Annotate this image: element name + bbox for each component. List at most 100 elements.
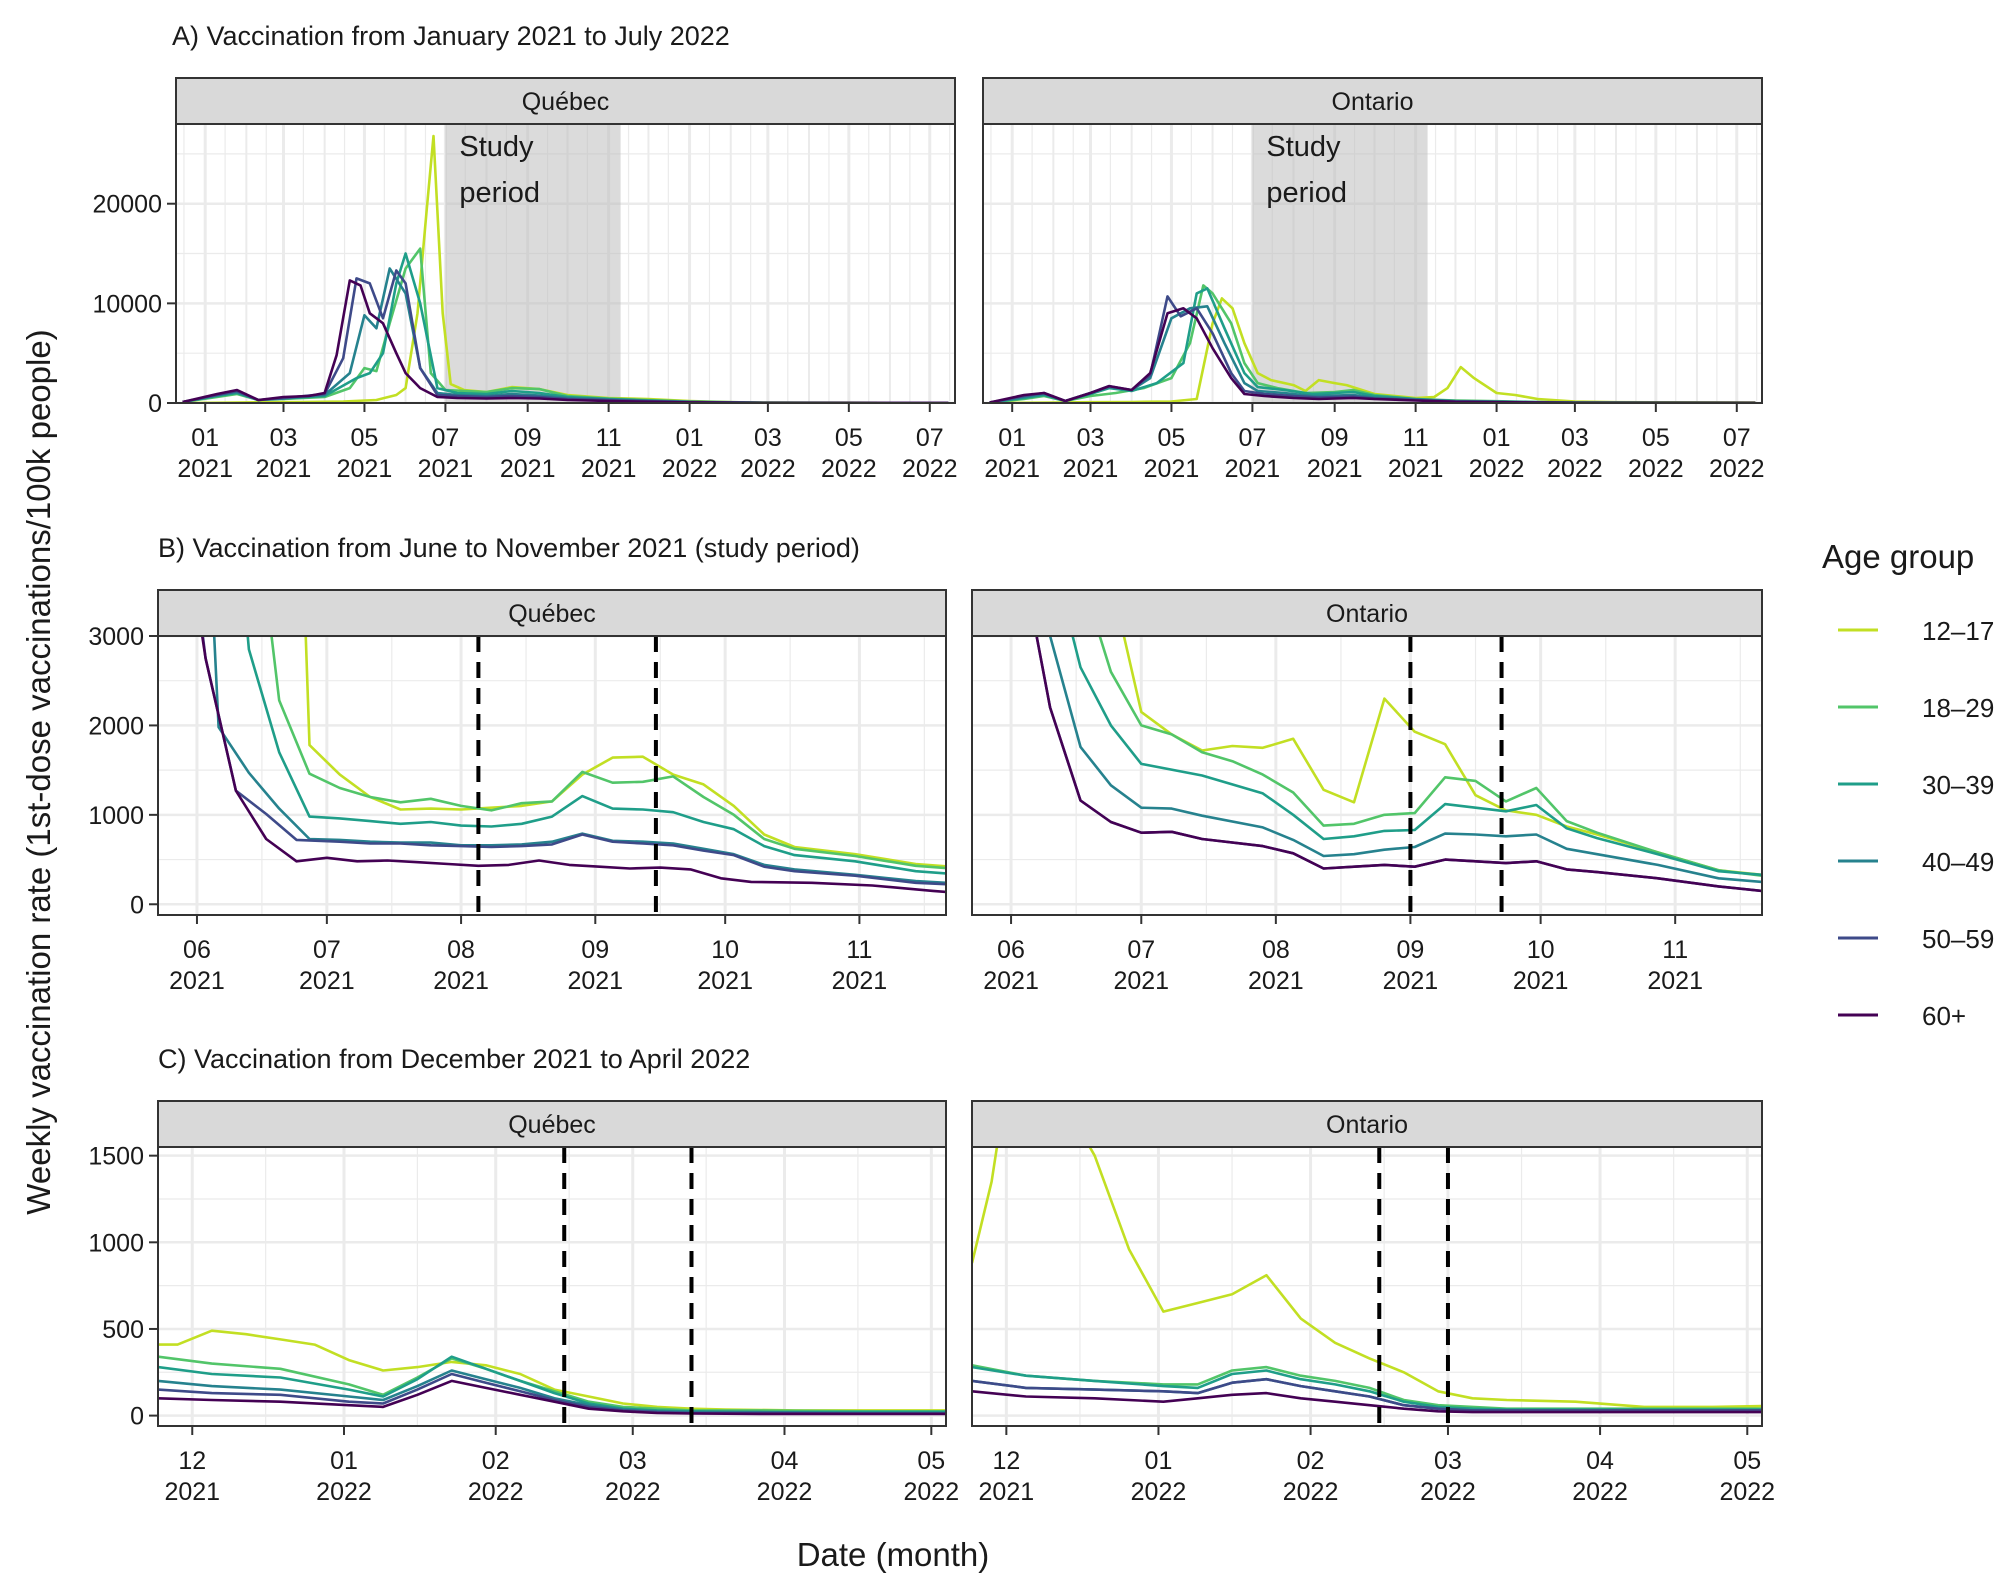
facet-strip-label: Ontario (1332, 88, 1414, 116)
chart-title: B) Vaccination from June to November 202… (158, 533, 860, 563)
x-tick-label: 07 2021 (1113, 936, 1169, 995)
x-tick-label: 07 2021 (1225, 424, 1281, 483)
x-tick-label: 11 2021 (581, 424, 637, 483)
x-tick-label: 11 2021 (1388, 424, 1444, 483)
x-tick-label: 08 2021 (433, 936, 489, 995)
y-tick-label: 0 (148, 390, 162, 418)
x-tick-label: 07 2022 (902, 424, 958, 483)
series-line-12–17 (304, 636, 946, 868)
x-tick-label: 01 2021 (177, 424, 233, 483)
y-tick-label: 1500 (88, 1143, 144, 1171)
panel-border (157, 635, 947, 916)
x-tick-label: 05 2022 (1628, 424, 1684, 483)
series-line-60+ (972, 1390, 1762, 1414)
facet-strip-label: Québec (508, 600, 596, 628)
x-tick-label: 03 2022 (1547, 424, 1603, 483)
y-tick-label: 0 (130, 891, 144, 919)
chart-panels: A) Vaccination from January 2021 to July… (88, 21, 1775, 1506)
facet-strip-label: Québec (508, 1111, 596, 1139)
study-period-annotation: Study period (1266, 131, 1347, 209)
panel-border (971, 1146, 1763, 1427)
facet-strip-label: Ontario (1326, 1111, 1408, 1139)
y-tick-label: 1000 (88, 1229, 144, 1257)
x-tick-label: 11 2021 (832, 936, 888, 995)
legend-label: 50–59 (1922, 924, 1994, 954)
x-tick-label: 09 2021 (500, 424, 556, 483)
series-line-12–17 (989, 297, 1756, 403)
legend-label: 60+ (1922, 1001, 1966, 1031)
legend: Age group 12–17 18–29 30–39 40–49 50–59 60+ (1822, 538, 1994, 1031)
panel-border (175, 123, 956, 404)
series-lines (989, 284, 1756, 403)
x-tick-label: 01 2022 (1469, 424, 1525, 483)
x-tick-label: 05 2022 (904, 1447, 960, 1506)
x-tick-label: 04 2022 (757, 1447, 813, 1506)
legend-label: 18–29 (1922, 693, 1994, 723)
chart-row: B) Vaccination from June to November 202… (88, 533, 1763, 995)
facet-panel: Ontario 12 2021 01 2022 02 2022 03 2022 04 2022 05 2… (971, 1100, 1775, 1506)
panel-border (982, 123, 1763, 404)
series-line-50–59 (201, 636, 946, 886)
y-tick-label: 2000 (88, 712, 144, 740)
legend-title: Age group (1822, 538, 1974, 575)
series-line-12–17 (972, 1147, 1762, 1409)
facet-strip (971, 589, 1763, 637)
x-tick-label: 08 2021 (1248, 936, 1304, 995)
facet-panel: Québec 12 2021 01 2022 02 2022 03 2022 04 2022 05 20… (88, 1100, 960, 1506)
series-line-60+ (989, 306, 1756, 403)
y-tick-label: 1000 (88, 802, 144, 830)
gridlines (176, 124, 955, 403)
facet-strip-label: Ontario (1326, 600, 1408, 628)
x-tick-label: 05 2021 (337, 424, 393, 483)
x-tick-label: 06 2021 (169, 936, 225, 995)
x-tick-label: 01 2021 (984, 424, 1040, 483)
x-tick-label: 04 2022 (1572, 1447, 1628, 1506)
x-tick-label: 01 2022 (1131, 1447, 1187, 1506)
y-tick-label: 10000 (92, 290, 162, 318)
x-tick-label: 05 2022 (821, 424, 877, 483)
legend-label: 12–17 (1922, 616, 1994, 646)
series-line-40–49 (1048, 636, 1762, 884)
facet-strip (971, 1100, 1763, 1148)
study-period-shading (1252, 124, 1428, 403)
series-lines (182, 134, 949, 403)
chart-title: A) Vaccination from January 2021 to July… (172, 21, 730, 51)
facet-panel: Québec 06 2021 07 2021 08 2021 09 2021 10 2021 11 20… (88, 589, 947, 995)
series-line-18–29 (270, 636, 946, 870)
x-tick-label: 02 2022 (1283, 1447, 1339, 1506)
x-tick-label: 03 2022 (605, 1447, 661, 1506)
gridlines (158, 1147, 946, 1426)
study-period-shading (445, 124, 621, 403)
x-tick-label: 09 2021 (1383, 936, 1439, 995)
x-tick-label: 11 2021 (1647, 936, 1703, 995)
x-axis-label: Date (month) (797, 1536, 990, 1573)
series-lines (972, 1147, 1762, 1414)
series-lines (200, 636, 946, 894)
x-tick-label: 03 2021 (1063, 424, 1119, 483)
series-line-50–59 (972, 1377, 1762, 1412)
chart-row: C) Vaccination from December 2021 to Apr… (88, 1044, 1775, 1506)
chart-title: C) Vaccination from December 2021 to Apr… (158, 1044, 750, 1074)
x-tick-label: 09 2021 (1307, 424, 1363, 483)
chart-row: A) Vaccination from January 2021 to July… (92, 21, 1764, 483)
x-tick-label: 03 2021 (256, 424, 312, 483)
series-line-60+ (1035, 636, 1762, 893)
legend-label: 30–39 (1922, 770, 1994, 800)
x-tick-label: 07 2022 (1709, 424, 1765, 483)
series-line-60+ (200, 636, 946, 894)
facet-strip (157, 1100, 947, 1148)
y-tick-label: 500 (102, 1316, 144, 1344)
facet-strip (982, 77, 1763, 125)
series-line-60+ (158, 1379, 946, 1416)
series-line-60+ (182, 279, 949, 403)
x-tick-label: 07 2021 (299, 936, 355, 995)
study-period-annotation: Study period (459, 131, 540, 209)
plot-area (972, 1147, 1762, 1426)
y-tick-label: 20000 (92, 191, 162, 219)
plot-area (972, 636, 1762, 915)
series-lines (158, 1329, 946, 1416)
panel-border (157, 1146, 947, 1427)
x-tick-label: 10 2021 (1513, 936, 1569, 995)
